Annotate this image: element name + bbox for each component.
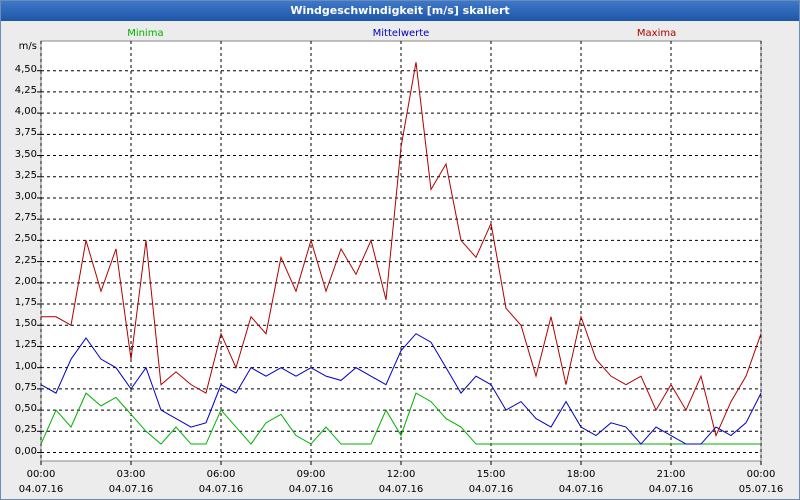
legend-entry: Minima (127, 28, 163, 39)
x-tick-label: 18:00 04.07.16 (558, 469, 604, 495)
x-tick-label: 21:00 04.07.16 (648, 469, 694, 495)
y-tick-label: 1,00 (14, 360, 37, 372)
x-tick-label: 12:00 04.07.16 (378, 469, 424, 495)
x-tick-label: 03:00 04.07.16 (108, 469, 154, 495)
y-tick-label: 0,50 (14, 403, 37, 415)
y-tick-label: 3,25 (14, 169, 37, 181)
y-tick-label: 2,00 (14, 275, 37, 287)
y-tick-label: 3,50 (14, 148, 37, 160)
y-tick-label: 0,25 (14, 424, 37, 436)
y-tick-label: 1,50 (14, 318, 37, 330)
y-tick-label: 2,25 (14, 254, 37, 266)
series-line (40, 333, 762, 445)
x-tick-label: 15:00 04.07.16 (468, 469, 514, 495)
y-tick-label: 4,00 (14, 106, 37, 118)
y-tick-label: 2,50 (14, 233, 37, 245)
y-tick-label: 3,75 (14, 127, 37, 139)
y-tick-label: 2,75 (14, 212, 37, 224)
y-tick-label: 4,50 (14, 63, 37, 75)
y-axis-label: m/s (18, 41, 37, 52)
legend-entry: Mittelwerte (373, 28, 430, 39)
y-tick-label: 1,25 (14, 339, 37, 351)
series-line (41, 62, 762, 438)
y-tick-label: 1,75 (14, 297, 37, 309)
title-bar: Windgeschwindigkeit [m/s] skaliert (1, 1, 799, 21)
y-tick-label: 0,75 (14, 381, 37, 393)
y-tick-label: 4,25 (14, 84, 37, 96)
y-tick-label: 0,00 (14, 445, 37, 457)
x-tick-label: 09:00 04.07.16 (288, 469, 334, 495)
x-tick-label: 06:00 04.07.16 (198, 469, 244, 495)
legend-entry: Maxima (637, 28, 676, 39)
x-tick-label: 00:00 05.07.16 (738, 469, 784, 495)
y-tick-label: 3,00 (14, 190, 37, 202)
x-tick-label: 00:00 04.07.16 (18, 469, 64, 495)
